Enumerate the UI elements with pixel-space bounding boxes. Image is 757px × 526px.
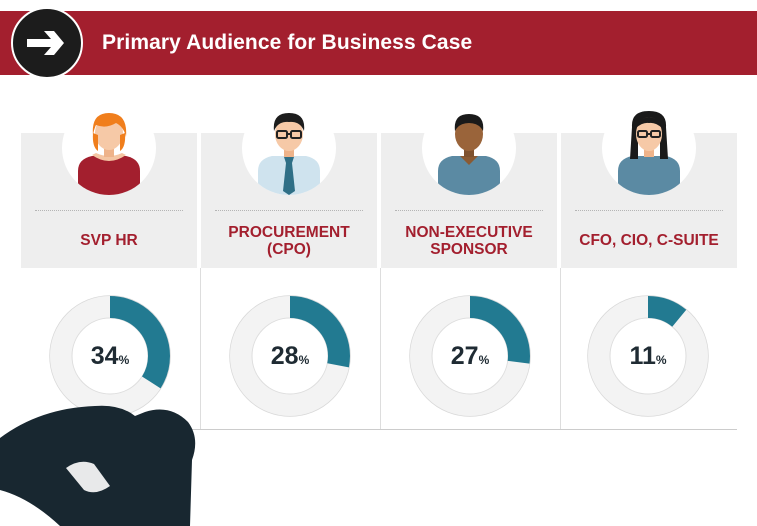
donut-segment [230,296,350,416]
column-label: NON-EXECUTIVE SPONSOR [405,223,533,258]
column-label: PROCUREMENT (CPO) [228,223,350,258]
audience-column-non-executive: NON-EXECUTIVE SPONSOR [381,101,557,268]
header-banner: Primary Audience for Business Case [0,11,757,75]
column-label: SVP HR [80,232,138,249]
donut-value-label: 11% [629,342,667,370]
donut-chart-procurement: 28% [228,294,352,418]
column-divider [200,268,201,430]
dotted-divider [395,210,543,211]
bottom-rule [21,429,737,430]
column-divider [380,268,381,430]
donut-segment [588,296,708,416]
audience-column-svp-hr: SVP HR [21,101,197,268]
page-title: Primary Audience for Business Case [102,31,473,54]
audience-column-c-suite: CFO, CIO, C-SUITE [561,101,737,268]
donut-chart-non-executive: 27% [408,294,532,418]
dotted-divider [215,210,363,211]
dotted-divider [575,210,723,211]
man-glasses-tie-icon [242,101,336,195]
donut-segment [410,296,530,416]
audience-column-procurement: PROCUREMENT (CPO) [201,101,377,268]
woman-red-hair-icon [62,101,156,195]
donut-chart-svp-hr: 34% [48,294,172,418]
man-dark-skin-icon [422,101,516,195]
column-label: CFO, CIO, C-SUITE [579,232,719,249]
donut-segment [50,296,170,416]
donut-chart-c-suite: 11% [586,294,710,418]
woman-glasses-icon [602,101,696,195]
binoculars-icon [0,405,196,526]
dotted-divider [35,210,183,211]
arrow-right-icon [11,7,83,79]
donut-value-label: 27% [450,342,490,370]
column-divider [560,268,561,430]
donut-value-label: 34% [90,342,130,370]
donut-value-label: 28% [270,342,310,370]
